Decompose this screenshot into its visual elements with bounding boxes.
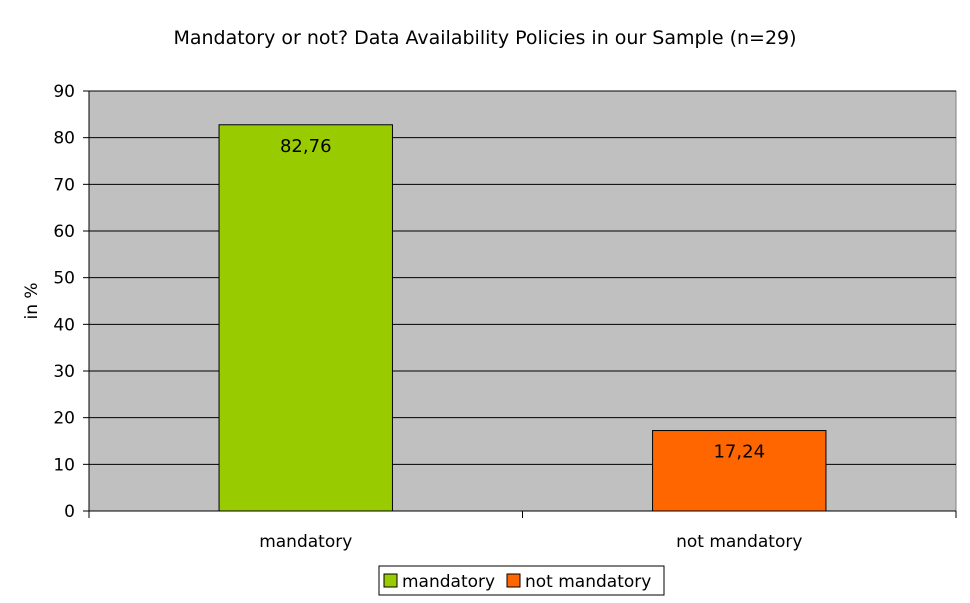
y-tick-label: 60 bbox=[53, 222, 75, 242]
y-tick-label: 80 bbox=[53, 129, 75, 149]
data-labels: 82,76 17,24 bbox=[280, 136, 765, 463]
x-category-label-not-mandatory: not mandatory bbox=[676, 532, 802, 552]
legend-label-mandatory: mandatory bbox=[402, 572, 495, 592]
y-tick-labels: 0 10 20 30 40 50 60 70 80 90 bbox=[53, 82, 75, 522]
x-category-label-mandatory: mandatory bbox=[259, 532, 352, 552]
y-tick-label: 90 bbox=[53, 82, 75, 102]
y-tick-label: 40 bbox=[53, 315, 75, 335]
bar-mandatory bbox=[218, 124, 393, 512]
y-tick-label: 20 bbox=[53, 409, 75, 429]
legend-swatch-not-mandatory bbox=[506, 573, 521, 588]
y-axis-title: in % bbox=[22, 282, 42, 319]
y-tick-label: 0 bbox=[64, 502, 75, 522]
x-category-labels: mandatory not mandatory bbox=[259, 532, 802, 552]
y-tick-label: 50 bbox=[53, 269, 75, 289]
legend-box bbox=[378, 565, 665, 596]
bars bbox=[218, 124, 827, 512]
y-tick-label: 10 bbox=[53, 455, 75, 475]
legend: mandatory not mandatory bbox=[378, 565, 665, 596]
axes bbox=[83, 90, 957, 518]
y-tick-label: 70 bbox=[53, 175, 75, 195]
data-label-not-mandatory: 17,24 bbox=[713, 442, 765, 463]
chart-title: Mandatory or not? Data Availability Poli… bbox=[173, 27, 796, 49]
y-tick-label: 30 bbox=[53, 362, 75, 382]
legend-swatch-mandatory bbox=[383, 573, 398, 588]
legend-label-not-mandatory: not mandatory bbox=[525, 572, 651, 592]
data-label-mandatory: 82,76 bbox=[280, 136, 332, 157]
